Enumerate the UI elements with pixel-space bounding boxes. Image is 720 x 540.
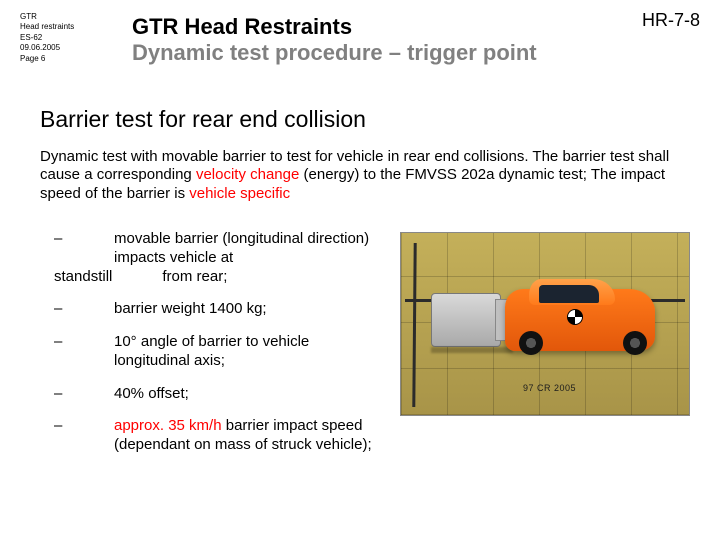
bullet-text-part: (dependant on mass of struck vehicle); [114, 436, 372, 453]
doc-meta-block: GTR Head restraints ES-62 09.06.2005 Pag… [20, 12, 74, 64]
intro-highlight: vehicle specific [189, 185, 290, 202]
bullet-dash: – [54, 417, 114, 455]
bullet-text: from rear; [162, 268, 227, 285]
bullet-highlight: approx. 35 km/h [114, 417, 222, 434]
bullet-item: – barrier weight 1400 kg; [54, 300, 374, 319]
bullet-item: – 40% offset; [54, 385, 374, 404]
bullet-dash: – [54, 300, 114, 319]
title-main: GTR Head Restraints [132, 14, 537, 40]
bullet-item: – movable barrier (longitudinal directio… [54, 230, 374, 268]
document-id: HR-7-8 [642, 10, 700, 31]
vehicle-wheel [519, 331, 543, 355]
bullet-dash: – [54, 230, 114, 268]
bullet-text-part: barrier impact speed [222, 417, 363, 434]
test-vehicle-window [539, 285, 599, 303]
intro-paragraph: Dynamic test with movable barrier to tes… [40, 148, 680, 203]
bullet-text: movable barrier (longitudinal direction)… [114, 230, 374, 268]
bullet-item: – 10° angle of barrier to vehicle longit… [54, 333, 374, 371]
barrier-shadow [431, 347, 513, 353]
fiducial-marker-icon [567, 309, 583, 325]
bullet-text: approx. 35 km/h barrier impact speed (de… [114, 417, 374, 455]
bullet-dash: – [54, 385, 114, 404]
section-title: Barrier test for rear end collision [40, 106, 366, 133]
meta-line: ES-62 [20, 33, 74, 43]
bullet-dash: – [54, 333, 114, 371]
vehicle-wheel [623, 331, 647, 355]
meta-line: Page 6 [20, 54, 74, 64]
title-block: GTR Head Restraints Dynamic test procedu… [132, 14, 537, 66]
title-subtitle: Dynamic test procedure – trigger point [132, 40, 537, 66]
crash-barrier [431, 293, 501, 347]
intro-highlight: velocity change [196, 166, 299, 183]
meta-line: GTR [20, 12, 74, 22]
bullet-text: 40% offset; [114, 385, 374, 404]
bullet-item: – approx. 35 km/h barrier impact speed (… [54, 417, 374, 455]
bullet-continuation: standstill from rear; [54, 268, 374, 287]
bullet-text: 10° angle of barrier to vehicle longitud… [114, 333, 374, 371]
meta-line: Head restraints [20, 22, 74, 32]
bullet-list: – movable barrier (longitudinal directio… [54, 230, 374, 469]
crash-test-image: 97 CR 2005 [400, 232, 690, 416]
bullet-text: barrier weight 1400 kg; [114, 300, 374, 319]
bullet-text: standstill [54, 268, 112, 285]
image-label: 97 CR 2005 [523, 383, 576, 393]
meta-line: 09.06.2005 [20, 43, 74, 53]
